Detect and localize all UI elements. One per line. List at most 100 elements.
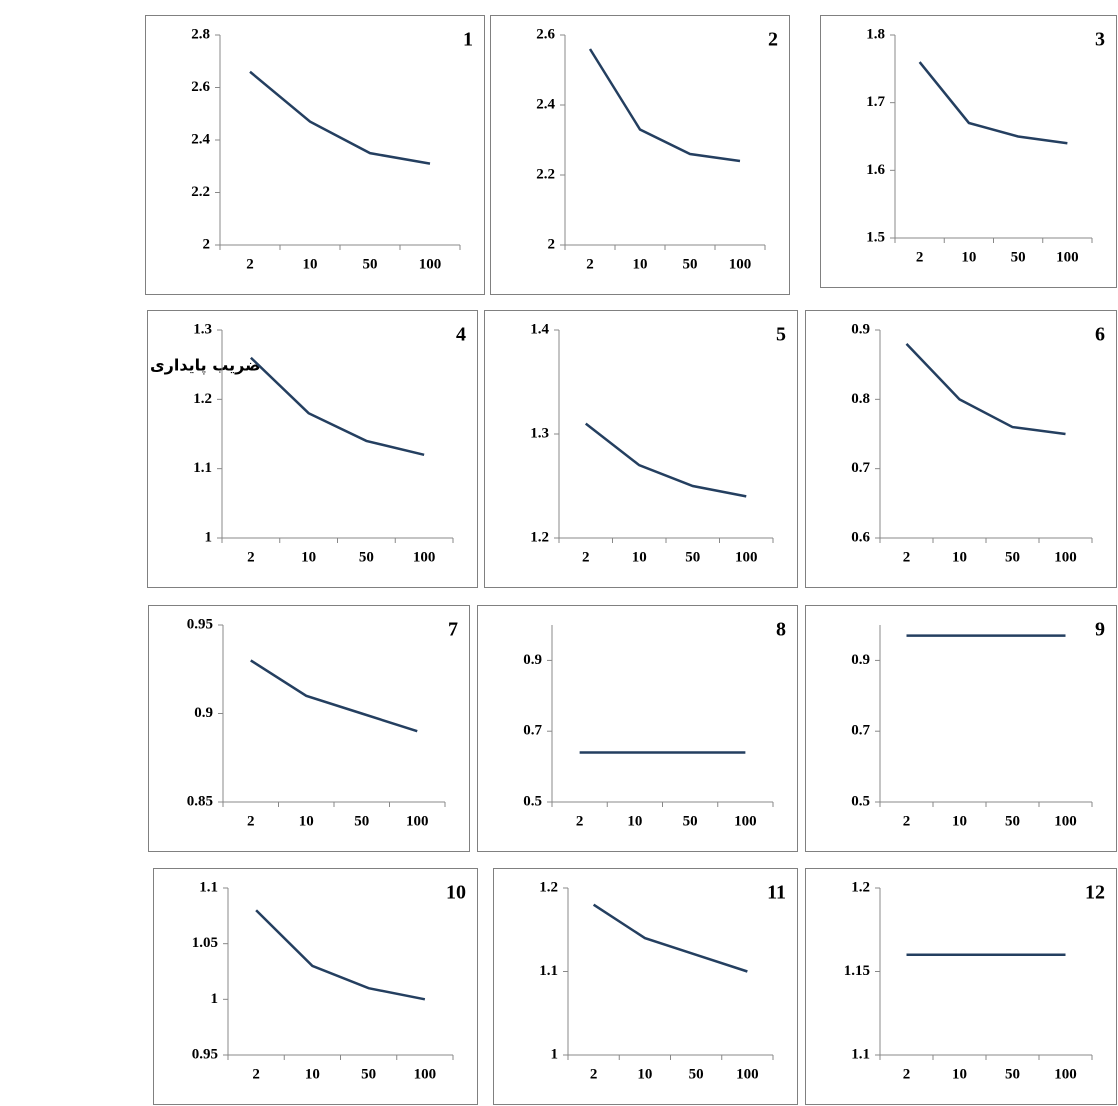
x-tick-label: 10 (633, 256, 648, 272)
x-tick-label: 2 (903, 549, 911, 565)
y-tick-label: 2.4 (536, 96, 555, 112)
y-tick-label: 0.9 (851, 652, 870, 668)
panel-frame (805, 605, 1117, 852)
y-axis-label: ضریب پایداری (150, 356, 261, 376)
panel-frame (493, 868, 798, 1105)
x-tick-label: 10 (952, 1066, 967, 1082)
y-tick-label: 0.85 (187, 793, 213, 809)
y-tick-label: 2.6 (191, 79, 210, 95)
x-tick-label: 100 (1054, 813, 1077, 829)
x-tick-label: 2 (590, 1066, 598, 1082)
x-tick-label: 100 (414, 1066, 437, 1082)
x-tick-label: 50 (689, 1066, 704, 1082)
x-tick-label: 50 (1005, 1066, 1020, 1082)
x-tick-label: 10 (301, 549, 316, 565)
panel-frame (484, 310, 798, 588)
x-tick-label: 50 (1005, 549, 1020, 565)
x-tick-label: 2 (247, 549, 255, 565)
line (255, 909, 426, 1001)
line (250, 659, 418, 733)
panel-number: 11 (767, 882, 786, 904)
y-tick-label: 1.2 (193, 391, 212, 407)
y-tick-label: 1.3 (193, 321, 212, 337)
x-tick-label: 50 (683, 256, 698, 272)
x-tick-label: 100 (1056, 249, 1079, 265)
x-tick-label: 2 (582, 549, 590, 565)
y-tick-label: 1.2 (530, 529, 549, 545)
y-tick-label: 1 (551, 1046, 559, 1062)
x-tick-label: 10 (632, 549, 647, 565)
y-tick-label: 1.05 (192, 935, 218, 951)
x-tick-label: 10 (961, 249, 976, 265)
panel-number: 2 (768, 29, 778, 51)
y-tick-label: 0.8 (851, 391, 870, 407)
y-tick-label: 0.9 (194, 705, 213, 721)
panel-frame (147, 310, 478, 588)
y-tick-label: 0.7 (523, 723, 542, 739)
y-tick-label: 1.3 (530, 425, 549, 441)
panel-number: 5 (776, 324, 786, 346)
y-tick-label: 2 (548, 236, 556, 252)
x-tick-label: 2 (903, 1066, 911, 1082)
y-tick-label: 1.6 (866, 162, 885, 178)
y-tick-label: 2.6 (536, 26, 555, 42)
panel-frame (153, 868, 478, 1105)
x-tick-label: 100 (736, 1066, 759, 1082)
panel-number: 6 (1095, 324, 1105, 346)
x-tick-label: 10 (952, 813, 967, 829)
panel-number: 12 (1085, 882, 1105, 904)
line (249, 70, 431, 165)
x-tick-label: 100 (735, 549, 758, 565)
x-tick-label: 50 (1005, 813, 1020, 829)
y-tick-label: 0.6 (851, 529, 870, 545)
y-tick-label: 1.4 (530, 321, 549, 337)
panel-frame (820, 15, 1117, 288)
x-tick-label: 2 (903, 813, 911, 829)
y-tick-label: 1.1 (539, 963, 558, 979)
y-tick-label: 0.5 (523, 793, 542, 809)
y-tick-label: 1.2 (539, 879, 558, 895)
y-tick-label: 0.95 (187, 616, 213, 632)
x-tick-label: 50 (361, 1066, 376, 1082)
y-tick-label: 2.4 (191, 131, 210, 147)
y-tick-label: 1 (205, 529, 213, 545)
y-tick-label: 0.9 (851, 321, 870, 337)
x-tick-label: 100 (419, 256, 442, 272)
panel-number: 8 (776, 619, 786, 641)
x-tick-label: 10 (952, 549, 967, 565)
x-tick-label: 2 (246, 256, 254, 272)
x-tick-label: 2 (586, 256, 594, 272)
line (584, 422, 747, 498)
x-tick-label: 10 (305, 1066, 320, 1082)
y-tick-label: 1.1 (199, 879, 218, 895)
y-tick-label: 1.1 (193, 460, 212, 476)
panel-frame (805, 310, 1117, 588)
panel-number: 7 (448, 619, 458, 641)
x-tick-label: 50 (683, 813, 698, 829)
y-tick-label: 1.8 (866, 26, 885, 42)
line (588, 48, 741, 163)
x-tick-label: 10 (299, 813, 314, 829)
line (918, 61, 1068, 145)
panel-frame (805, 868, 1117, 1105)
y-tick-label: 1 (211, 991, 219, 1007)
x-tick-label: 100 (1054, 549, 1077, 565)
x-tick-label: 10 (637, 1066, 652, 1082)
x-tick-label: 50 (685, 549, 700, 565)
x-tick-label: 50 (354, 813, 369, 829)
y-tick-label: 0.9 (523, 652, 542, 668)
line (905, 343, 1066, 436)
y-tick-label: 2 (203, 236, 211, 252)
panel-number: 10 (446, 882, 466, 904)
y-tick-label: 2.2 (536, 166, 555, 182)
panel-frame (477, 605, 798, 852)
panel-frame (145, 15, 485, 295)
x-tick-label: 100 (729, 256, 752, 272)
y-tick-label: 2.8 (191, 26, 210, 42)
y-tick-label: 1.1 (851, 1046, 870, 1062)
x-tick-label: 50 (359, 549, 374, 565)
panel-frame (490, 15, 790, 295)
x-tick-label: 2 (576, 813, 584, 829)
y-tick-label: 1.2 (851, 879, 870, 895)
